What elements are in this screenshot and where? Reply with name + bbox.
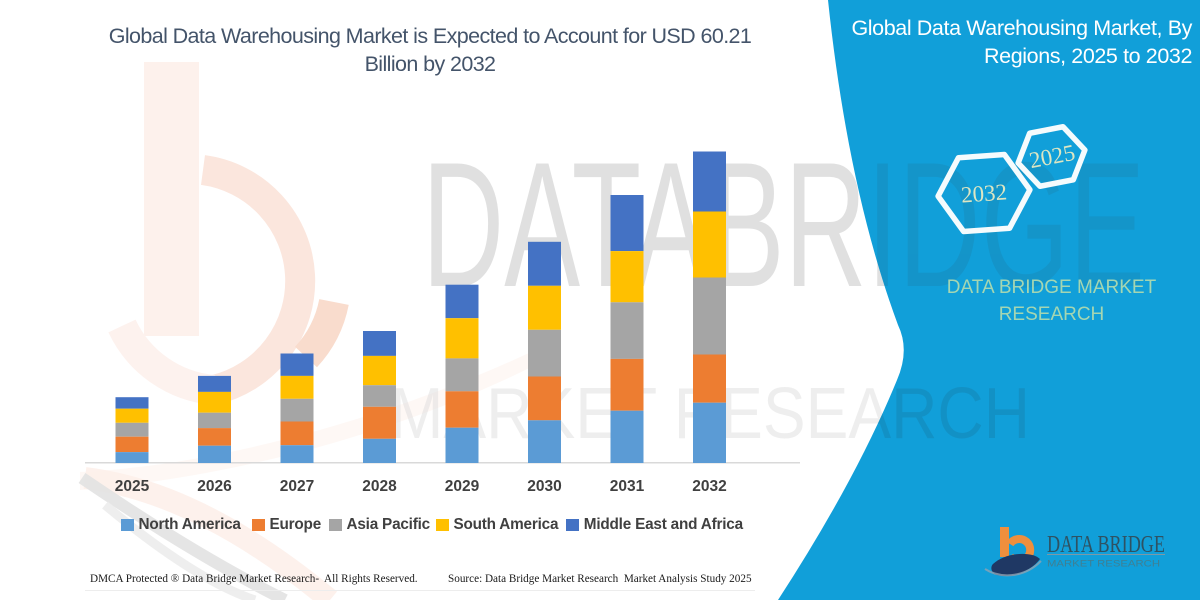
svg-text:2032: 2032	[960, 179, 1008, 207]
svg-text:MARKET RESEARCH: MARKET RESEARCH	[1047, 559, 1160, 570]
svg-text:DATA BRIDGE: DATA BRIDGE	[1047, 532, 1165, 558]
